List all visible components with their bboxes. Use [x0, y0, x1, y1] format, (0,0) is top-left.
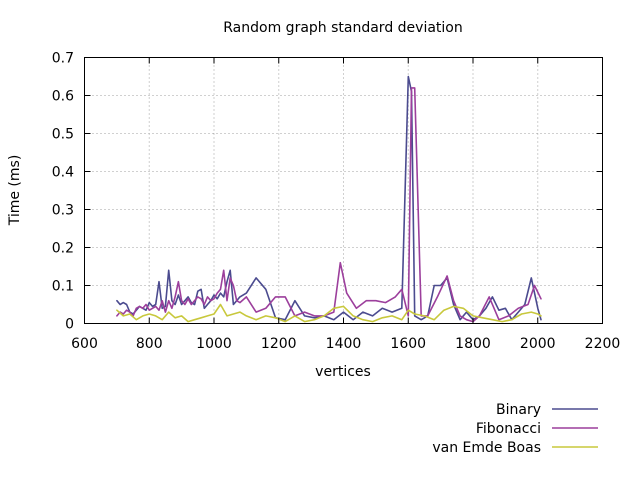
legend: Binary Fibonacci van Emde Boas	[432, 402, 598, 456]
x-tick-label: 1600	[390, 336, 426, 352]
series-line-binary	[116, 75, 542, 321]
y-tick-label: 0.3	[52, 203, 74, 219]
y-tick-label: 0.7	[52, 51, 74, 67]
x-tick-label: 2200	[585, 336, 621, 352]
y-tick-label: 0.4	[52, 165, 74, 181]
legend-label-fibonacci: Fibonacci	[476, 421, 541, 437]
y-tick-labels: 0 0.1 0.2 0.3 0.4 0.5 0.6 0.7	[52, 51, 74, 333]
chart-title: Random graph standard deviation	[223, 20, 462, 36]
x-tick-label: 1000	[196, 336, 232, 352]
x-tick-label: 2000	[520, 336, 556, 352]
y-tick-label: 0.6	[52, 89, 74, 105]
y-tick-label: 0.2	[52, 241, 74, 257]
series-layer	[116, 75, 542, 323]
x-tick-label: 1400	[326, 336, 362, 352]
x-tick-label: 800	[136, 336, 163, 352]
x-tick-label: 600	[71, 336, 98, 352]
legend-label-van-emde-boas: van Emde Boas	[432, 440, 541, 456]
grid	[84, 57, 603, 324]
x-tick-labels: 600 800 1000 1200 1400 1600 1800 2000 2200	[71, 336, 620, 352]
x-tick-label: 1200	[261, 336, 297, 352]
x-tick-label: 1800	[455, 336, 491, 352]
y-tick-label: 0	[65, 317, 74, 333]
y-tick-label: 0.5	[52, 127, 74, 143]
y-axis-label: Time (ms)	[7, 155, 23, 227]
y-tick-label: 0.1	[52, 279, 74, 295]
ticks	[84, 57, 603, 324]
series-line-van-emde-boas	[116, 303, 542, 323]
x-axis-label: vertices	[315, 364, 371, 380]
legend-label-binary: Binary	[496, 402, 541, 418]
series-line-fibonacci	[116, 87, 542, 323]
